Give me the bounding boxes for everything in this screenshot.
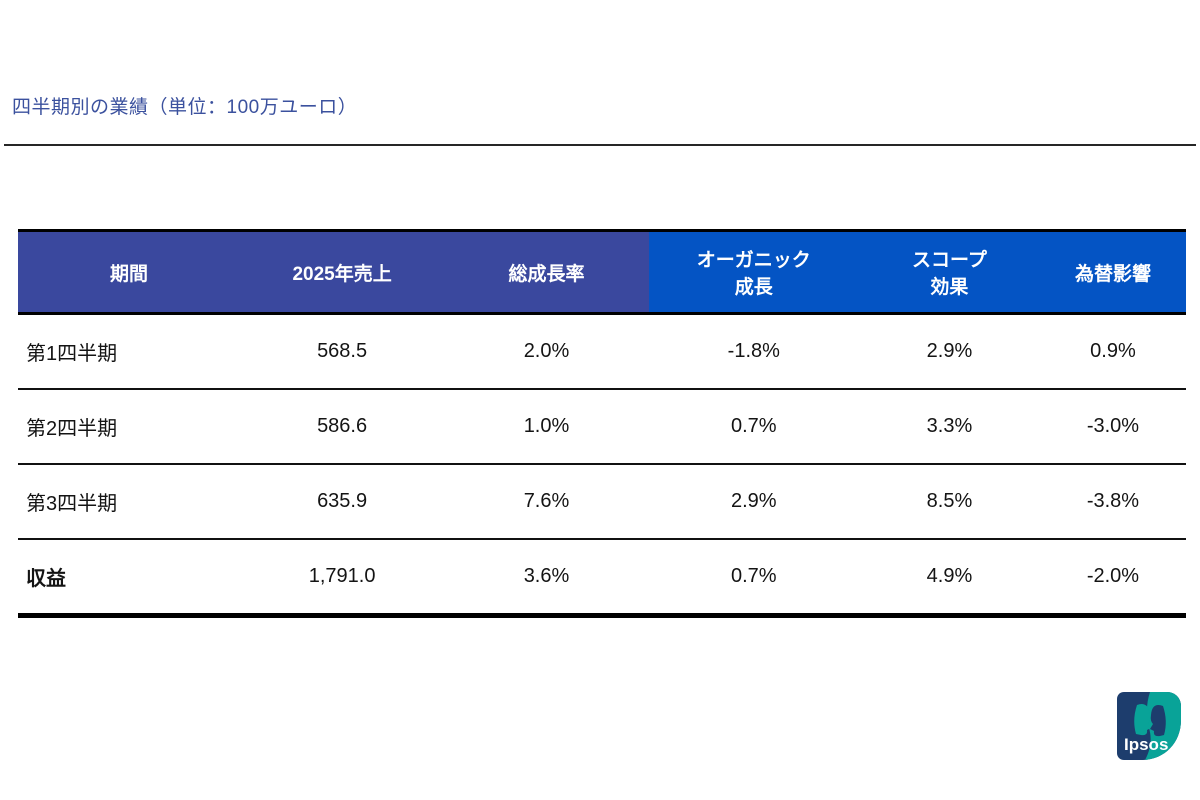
cell-sales: 635.9 xyxy=(239,464,445,540)
cell-scope-effect: 4.9% xyxy=(858,539,1040,618)
cell-scope-effect: 8.5% xyxy=(858,464,1040,540)
table-row-total: 収益 1,791.0 3.6% 0.7% 4.9% -2.0% xyxy=(18,539,1186,618)
cell-scope-effect: 3.3% xyxy=(858,389,1040,465)
table-row-q3: 第3四半期 635.9 7.6% 2.9% 8.5% -3.8% xyxy=(18,464,1186,540)
ipsos-wordmark: Ipsos xyxy=(1124,735,1168,754)
cell-sales: 568.5 xyxy=(239,313,445,390)
col-header-total-growth: 総成長率 xyxy=(444,229,649,315)
cell-organic-growth: 2.9% xyxy=(648,464,859,540)
cell-scope-effect: 2.9% xyxy=(858,313,1040,390)
face-right-icon xyxy=(1150,705,1166,737)
col-header-fx-impact: 為替影響 xyxy=(1039,229,1186,315)
col-header-period: 期間 xyxy=(18,229,240,315)
ipsos-logo-graphic: Ipsos xyxy=(1117,692,1181,760)
cell-total-growth: 2.0% xyxy=(444,313,649,390)
cell-fx-impact: -3.8% xyxy=(1039,464,1186,540)
cell-organic-growth: 0.7% xyxy=(648,389,859,465)
col-header-organic-growth: オーガニック 成長 xyxy=(648,229,859,315)
cell-period: 第1四半期 xyxy=(18,313,240,390)
cell-period: 第2四半期 xyxy=(18,389,240,465)
ipsos-logo: Ipsos xyxy=(1117,692,1181,760)
cell-sales: 1,791.0 xyxy=(239,539,445,618)
cell-period: 収益 xyxy=(18,539,240,618)
table-row-q1: 第1四半期 568.5 2.0% -1.8% 2.9% 0.9% xyxy=(18,313,1186,390)
cell-sales: 586.6 xyxy=(239,389,445,465)
cell-fx-impact: -3.0% xyxy=(1039,389,1186,465)
cell-fx-impact: -2.0% xyxy=(1039,539,1186,618)
cell-total-growth: 3.6% xyxy=(444,539,649,618)
table-header-row: 期間 2025年売上 総成長率 オーガニック 成長 スコープ 効果 為替影響 xyxy=(18,229,1186,315)
face-left-icon xyxy=(1134,704,1151,736)
cell-organic-growth: 0.7% xyxy=(648,539,859,618)
cell-total-growth: 1.0% xyxy=(444,389,649,465)
table-row-q2: 第2四半期 586.6 1.0% 0.7% 3.3% -3.0% xyxy=(18,389,1186,465)
page-title: 四半期別の業績（単位：100万ユーロ） xyxy=(12,97,358,118)
cell-total-growth: 7.6% xyxy=(444,464,649,540)
cell-organic-growth: -1.8% xyxy=(648,313,859,390)
cell-fx-impact: 0.9% xyxy=(1039,313,1186,390)
col-header-2025-sales: 2025年売上 xyxy=(239,229,445,315)
cell-period: 第3四半期 xyxy=(18,464,240,540)
quarterly-results-table: 期間 2025年売上 総成長率 オーガニック 成長 スコープ 効果 為替影響 第… xyxy=(18,229,1186,618)
title-divider xyxy=(4,144,1196,146)
col-header-scope-effect: スコープ 効果 xyxy=(858,229,1040,315)
